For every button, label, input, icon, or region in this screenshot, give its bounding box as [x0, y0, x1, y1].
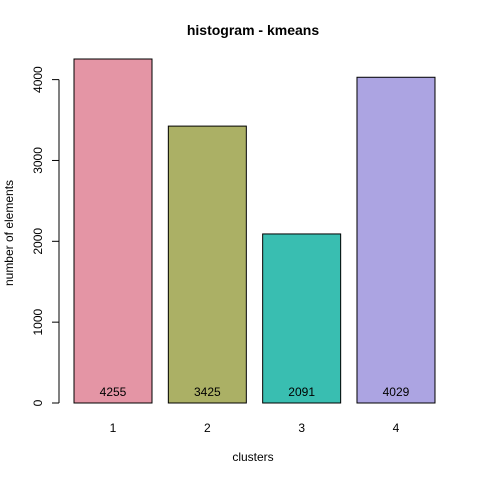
data-labels: 4255 3425 2091 4029	[100, 385, 410, 399]
bar-value-label: 3425	[194, 385, 221, 399]
x-tick-label: 3	[298, 421, 305, 435]
y-tick-label: 4000	[31, 66, 45, 93]
x-axis-labels: 1 2 3 4	[110, 421, 400, 435]
bar-cluster-3	[262, 233, 342, 404]
bar-cluster-2	[167, 125, 247, 404]
chart-title: histogram - kmeans	[187, 22, 319, 38]
y-axis: 0 1000 2000 3000 4000	[31, 66, 60, 406]
bar-cluster-4	[356, 76, 436, 404]
x-axis-title: clusters	[232, 450, 273, 464]
bar-cluster-1	[73, 58, 153, 404]
y-tick-label: 3000	[31, 147, 45, 174]
bar-value-label: 4255	[100, 385, 127, 399]
y-tick-label: 2000	[31, 228, 45, 255]
y-axis-title: number of elements	[2, 180, 16, 286]
bar-value-label: 4029	[383, 385, 410, 399]
bars	[73, 58, 436, 404]
bar-value-label: 2091	[288, 385, 315, 399]
x-tick-label: 4	[393, 421, 400, 435]
y-tick-label: 0	[31, 399, 45, 406]
x-tick-label: 1	[110, 421, 117, 435]
y-tick-label: 1000	[31, 308, 45, 335]
x-tick-label: 2	[204, 421, 211, 435]
